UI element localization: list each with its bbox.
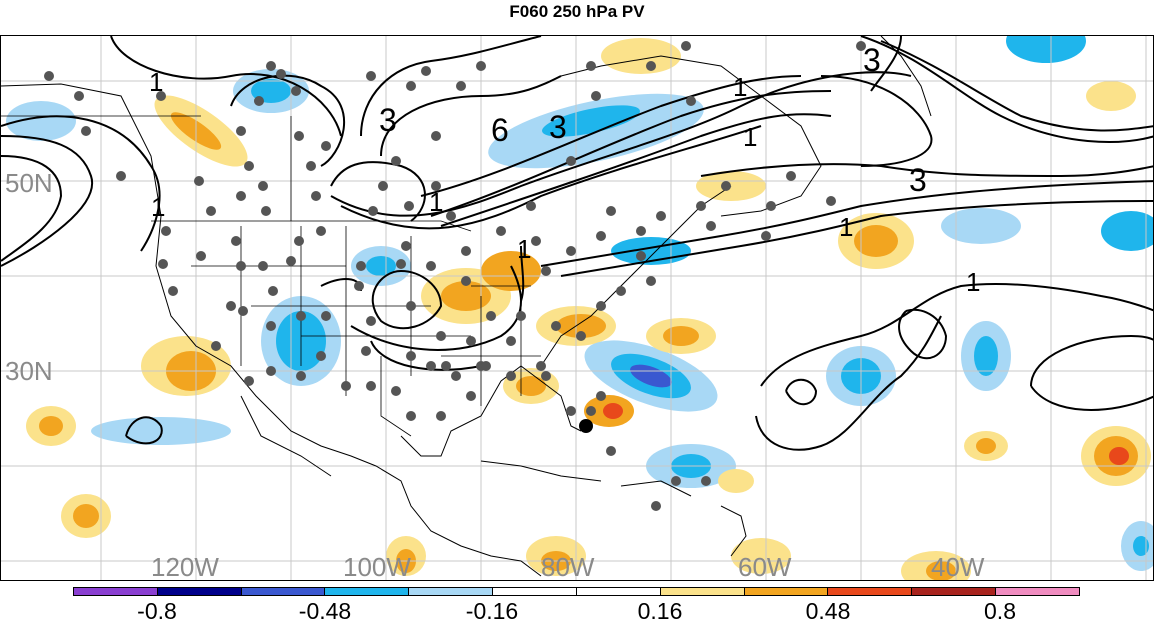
contour-label: 1 [149, 67, 163, 97]
colorbar-segment [912, 588, 997, 595]
colorbar-segment [325, 588, 410, 595]
colorbar-segment [996, 588, 1079, 595]
contour-label: 1 [839, 212, 853, 242]
lon-label-100w: 100W [343, 552, 411, 581]
colorbar-segment [493, 588, 577, 595]
lon-label-40w: 40W [931, 552, 985, 581]
pv-contours [1, 36, 1153, 451]
map-title: F060 250 hPa PV [509, 2, 645, 21]
anomaly-shading [6, 36, 1153, 580]
contour-labels: 1 3 6 3 1 3 1 1 3 1 1 1 1 [149, 42, 980, 297]
lat-label-30n: 30N [5, 356, 53, 386]
colorbar-label: -0.48 [298, 598, 352, 624]
lon-label-120w: 120W [151, 552, 219, 581]
lon-label-60w: 60W [738, 552, 792, 581]
station-markers [44, 41, 866, 511]
contour-label: 1 [151, 192, 165, 222]
contour-label: 3 [549, 109, 567, 145]
colorbar-segment [576, 588, 661, 595]
colorbar-label: -0.8 [137, 598, 177, 624]
contour-label: 3 [379, 102, 397, 138]
colorbar-label: -0.16 [465, 598, 519, 624]
contour-label: 1 [429, 187, 443, 217]
colorbar-segment [409, 588, 494, 595]
contour-label: 6 [491, 112, 509, 148]
contour-label: 3 [863, 42, 881, 78]
contour-label: 1 [733, 72, 747, 102]
lon-label-80w: 80W [541, 552, 595, 581]
coastlines [1, 36, 932, 577]
colorbar-label: 0.8 [984, 598, 1016, 624]
contour-label: 1 [517, 234, 531, 264]
colorbar-label: 0.48 [805, 598, 851, 624]
colorbar-label: 0.16 [637, 598, 683, 624]
colorbar-segment [744, 588, 829, 595]
map-canvas: 1 3 6 3 1 3 1 1 3 1 1 1 1 [1, 36, 1153, 580]
colorbar-segment [241, 588, 326, 595]
colorbar [73, 587, 1080, 596]
lat-label-50n: 50N [5, 168, 53, 198]
colorbar-segment [74, 588, 158, 595]
map-panel: 1 3 6 3 1 3 1 1 3 1 1 1 1 [0, 35, 1154, 581]
colorbar-segment [828, 588, 913, 595]
contour-label: 1 [743, 122, 757, 152]
colorbar-segment [157, 588, 242, 595]
contour-label: 3 [909, 162, 927, 198]
colorbar-segment [660, 588, 745, 595]
contour-label: 1 [966, 267, 980, 297]
